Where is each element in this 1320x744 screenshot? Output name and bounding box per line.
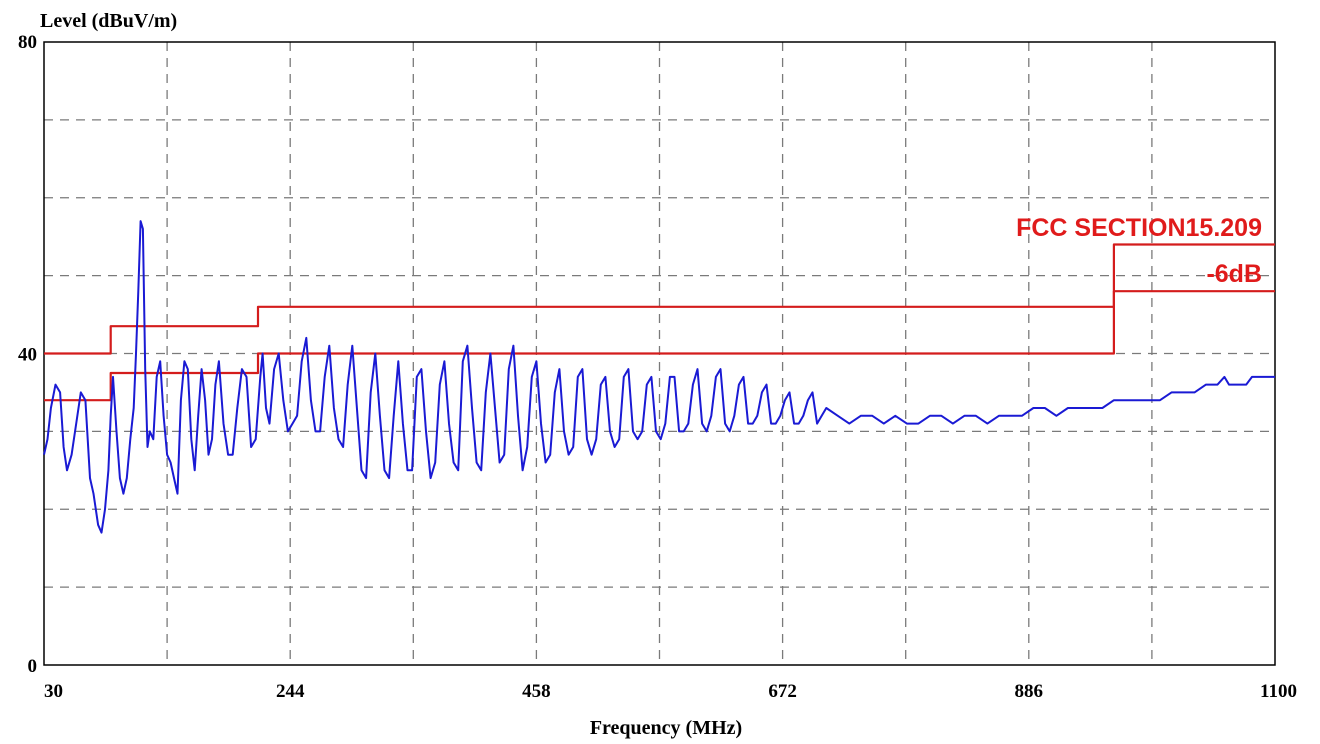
axis-ticks: 30 244 458 672 886 1100 0 40 80	[18, 32, 1297, 702]
limit-line-label: FCC SECTION15.209	[1016, 214, 1262, 242]
x-tick-label: 458	[522, 681, 551, 702]
y-tick-label: 80	[18, 32, 37, 53]
x-tick-label: 244	[276, 681, 305, 702]
x-tick-label: 1100	[1260, 681, 1297, 702]
measurement-series-line	[43, 220, 1275, 534]
series-layer	[43, 220, 1275, 534]
margin-line-label: -6dB	[1206, 260, 1262, 288]
y-axis-label: Level (dBuV/m)	[40, 10, 177, 32]
limit-series-line	[44, 243, 1275, 355]
x-tick-label: 886	[1015, 681, 1044, 702]
x-tick-label: 672	[768, 681, 797, 702]
x-tick-label: 30	[44, 681, 63, 702]
y-tick-label: 40	[18, 345, 37, 366]
y-tick-label: 0	[28, 656, 38, 677]
x-axis-label: Frequency (MHz)	[590, 717, 742, 739]
margin-series-line	[44, 290, 1275, 402]
